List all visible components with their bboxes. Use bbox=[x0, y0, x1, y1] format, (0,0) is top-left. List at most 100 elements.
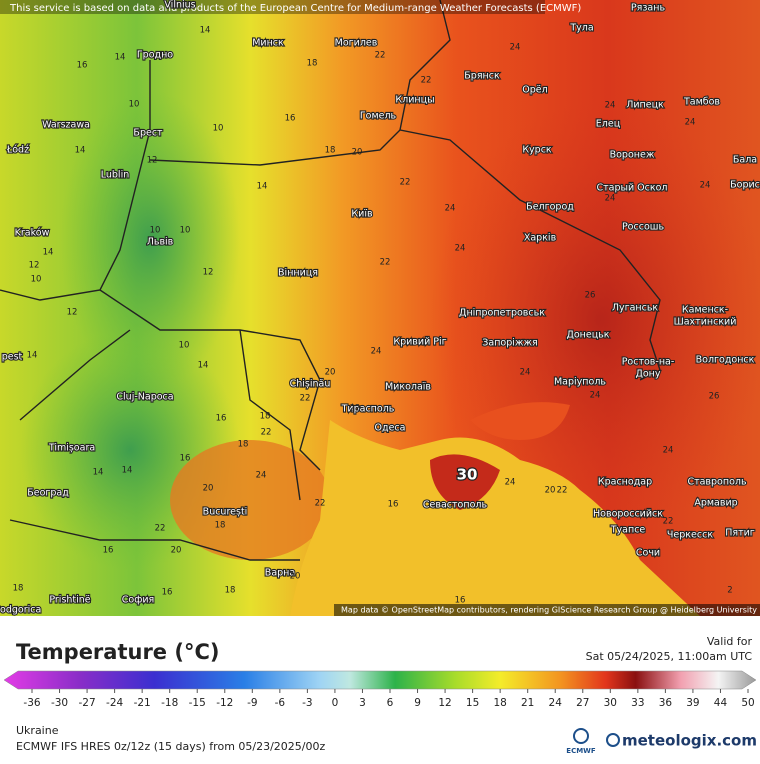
colorbar-tick-label: 9 bbox=[414, 697, 421, 709]
colorbar-tick-label: 44 bbox=[714, 697, 728, 709]
cool-area bbox=[60, 90, 240, 390]
black-sea bbox=[290, 420, 700, 616]
colorbar-tick-label: 39 bbox=[686, 697, 699, 709]
temperature-label: 22 bbox=[261, 428, 272, 438]
max-temperature-label: 30 bbox=[457, 466, 478, 484]
temperature-label: 22 bbox=[315, 499, 326, 509]
city-label: Черкесск bbox=[667, 530, 713, 541]
colorbar-tick-label: 3 bbox=[359, 697, 366, 709]
temperature-label: 16 bbox=[162, 588, 173, 598]
city-label: Белгород bbox=[526, 202, 574, 213]
temperature-label: 14 bbox=[27, 351, 38, 361]
valid-label: Valid for bbox=[707, 635, 753, 648]
temperature-label: 24 bbox=[605, 194, 616, 204]
temperature-label: 14 bbox=[198, 361, 209, 371]
city-label: Новороссийск bbox=[593, 509, 663, 520]
city-label: Рязань bbox=[631, 3, 666, 14]
colorbar-tick-label: -15 bbox=[189, 697, 206, 709]
temperature-label: 20 bbox=[352, 148, 363, 158]
temperature-label: 18 bbox=[307, 59, 318, 69]
city-label: Prishtinë bbox=[49, 595, 90, 606]
temperature-label: 24 bbox=[505, 478, 516, 488]
warm-area bbox=[170, 440, 330, 560]
city-label: Армавир bbox=[694, 498, 737, 509]
temperature-label: 24 bbox=[256, 471, 267, 481]
temperature-label: 10 bbox=[129, 100, 140, 110]
city-label: Шахтинский bbox=[674, 317, 737, 328]
temperature-label: 10 bbox=[179, 341, 190, 351]
colorbar-tick-label: 21 bbox=[521, 697, 534, 709]
temperature-label: 2 bbox=[727, 586, 732, 596]
city-label: Воронеж bbox=[610, 150, 655, 161]
temperature-label: 24 bbox=[510, 43, 521, 53]
city-label: Бала bbox=[733, 155, 757, 166]
city-label: Донецьк bbox=[566, 330, 609, 341]
temperature-label: 14 bbox=[122, 466, 133, 476]
temperature-label: 20 bbox=[203, 484, 214, 494]
brand-icon bbox=[606, 733, 620, 747]
temperature-label: 18 bbox=[225, 586, 236, 596]
temperature-label: 16 bbox=[180, 454, 191, 464]
temperature-label: 20 bbox=[325, 368, 336, 378]
colorbar-tick-label: -21 bbox=[134, 697, 151, 709]
temperature-label: 16 bbox=[285, 114, 296, 124]
ecmwf-icon bbox=[573, 728, 589, 744]
attribution-background bbox=[334, 604, 760, 616]
city-label: Волгодонск bbox=[696, 355, 755, 366]
city-label: Краснодар bbox=[598, 477, 652, 488]
city-label: Севастополь bbox=[423, 500, 488, 511]
colorbar-tick-label: -24 bbox=[106, 697, 123, 709]
colorbar-tick-label: 6 bbox=[387, 697, 394, 709]
colorbar-ticks: -36 -30 -27 -24 -21 -18 -15 -12 -9 -6 -3 0 3 6 9 12 15 18… bbox=[23, 689, 755, 709]
city-label: Київ bbox=[351, 209, 373, 220]
temperature-label: 18 bbox=[325, 146, 336, 156]
temperature-label: 22 bbox=[557, 486, 568, 496]
colorbar-tick-label: -36 bbox=[23, 697, 40, 709]
valid-time: Sat 05/24/2025, 11:00am UTC bbox=[586, 650, 753, 663]
temperature-label: 24 bbox=[520, 368, 531, 378]
city-label: Дніпропетровськ bbox=[459, 308, 545, 319]
map-labels: Vilnius Минск Могилев Гродно Тула Рязань Брянс… bbox=[0, 0, 760, 617]
notice-background bbox=[0, 0, 545, 14]
ecmwf-logo: ECMWF bbox=[566, 747, 596, 755]
colorbar bbox=[3, 670, 757, 690]
temperature-label: 22 bbox=[421, 76, 432, 86]
temperature-label: 12 bbox=[29, 261, 40, 271]
city-label: Београд bbox=[27, 488, 69, 499]
temperature-label: 12 bbox=[203, 268, 214, 278]
temperature-label: 10 bbox=[213, 124, 224, 134]
temperature-label: 26 bbox=[585, 291, 596, 301]
temperature-label: 12 bbox=[147, 156, 158, 166]
city-label: Cluj-Napoca bbox=[116, 392, 173, 403]
city-label: Chișinău bbox=[290, 379, 331, 390]
city-label: Борис bbox=[730, 180, 760, 191]
city-label: Kraków bbox=[15, 228, 50, 239]
city-label: Lublin bbox=[101, 170, 129, 181]
borders bbox=[0, 0, 661, 561]
colorbar-tick-label: 36 bbox=[659, 697, 673, 709]
city-label: Вінниця bbox=[278, 268, 318, 279]
temperature-label: 16 bbox=[103, 546, 114, 556]
temperature-label: 22 bbox=[400, 178, 411, 188]
temperature-label: 14 bbox=[43, 248, 54, 258]
city-label: Липецк bbox=[626, 100, 664, 111]
temperature-label: 16 bbox=[77, 61, 88, 71]
city-label: Варна bbox=[265, 568, 295, 579]
city-label: Ростов-на- bbox=[622, 357, 675, 368]
temperature-label: 18 bbox=[238, 440, 249, 450]
temperature-label: 10 bbox=[31, 275, 42, 285]
city-label: Одеса bbox=[375, 423, 406, 434]
temperature-label: 22 bbox=[300, 394, 311, 404]
temperature-label: 20 bbox=[171, 546, 182, 556]
city-label: Гродно bbox=[137, 50, 173, 61]
city-label: Пятиг bbox=[725, 528, 755, 539]
city-label: Запоріжжя bbox=[482, 338, 537, 349]
colorbar-tick-label: -9 bbox=[247, 697, 257, 709]
notice: This service is based on data and produc… bbox=[9, 3, 581, 14]
temperature-label: 10 bbox=[150, 226, 161, 236]
city-label: Vilnius bbox=[164, 0, 195, 11]
temperature-label: 24 bbox=[371, 347, 382, 357]
city-label: Брянск bbox=[464, 71, 500, 82]
attribution: Map data © OpenStreetMap contributors, r… bbox=[341, 606, 757, 615]
city-label: Минск bbox=[252, 38, 284, 49]
